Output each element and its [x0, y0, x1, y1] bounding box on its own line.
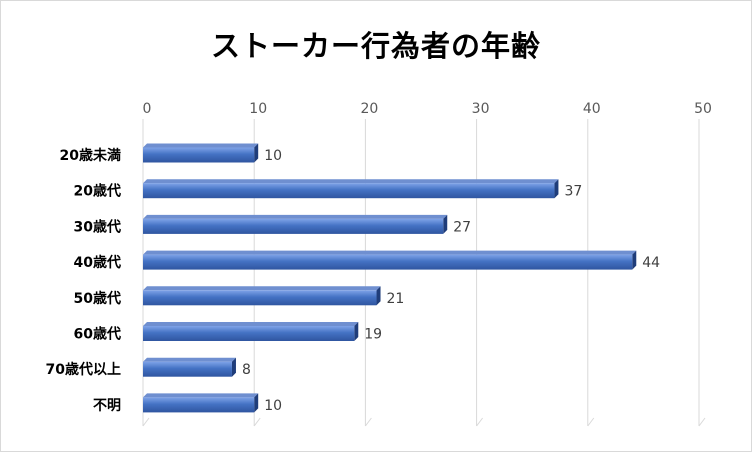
- data-label: 19: [364, 327, 382, 343]
- category-label: 40歳代: [74, 254, 121, 271]
- bar: [143, 183, 555, 199]
- category-label: 20歳未満: [60, 147, 121, 164]
- bar-end-face: [554, 179, 559, 199]
- data-label: 8: [242, 362, 251, 378]
- bar-end-face: [254, 393, 259, 413]
- bar-end-face: [254, 143, 259, 163]
- gridline-depth: [253, 417, 261, 427]
- category-label: 70歳代以上: [46, 361, 121, 378]
- bar: [143, 218, 444, 234]
- x-tick-label: 30: [472, 101, 490, 117]
- bar-top-face: [143, 143, 259, 148]
- data-label: 37: [564, 184, 582, 200]
- gridline-depth: [364, 417, 372, 427]
- chart-title: ストーカー行為者の年齢: [210, 29, 541, 63]
- bar: [143, 254, 633, 270]
- bar-end-face: [354, 322, 359, 341]
- gridline-depth: [698, 417, 706, 427]
- category-label: 30歳代: [74, 218, 121, 235]
- bar-top-face: [143, 357, 236, 362]
- bar: [143, 326, 355, 341]
- bar-top-face: [143, 393, 259, 398]
- x-tick-label: 20: [360, 101, 378, 117]
- data-label: 44: [642, 255, 660, 271]
- gridline-depth: [142, 417, 150, 427]
- x-tick-label: 50: [694, 101, 712, 117]
- bar-top-face: [143, 286, 381, 291]
- bar-top-face: [143, 179, 559, 184]
- bar-top-face: [143, 214, 448, 219]
- x-tick-label: 10: [249, 101, 267, 117]
- bar-end-face: [632, 250, 637, 270]
- bar-end-face: [376, 286, 381, 306]
- bar: [143, 147, 255, 163]
- x-tick-label: 0: [143, 101, 152, 117]
- bar: [143, 290, 377, 306]
- data-label: 21: [387, 291, 405, 307]
- data-label: 10: [264, 398, 282, 414]
- bar-end-face: [231, 357, 236, 377]
- bar-top-face: [143, 250, 637, 255]
- gridline-depth: [587, 417, 595, 427]
- category-label: 50歳代: [74, 290, 121, 307]
- data-label: 10: [264, 148, 282, 164]
- data-label: 27: [453, 219, 471, 235]
- bar: [143, 397, 255, 413]
- category-label: 60歳代: [74, 326, 121, 343]
- category-label: 不明: [93, 398, 121, 414]
- category-label: 20歳代: [74, 183, 121, 200]
- gridline-depth: [476, 417, 484, 427]
- x-tick-label: 40: [583, 101, 601, 117]
- bar-top-face: [143, 322, 359, 326]
- bar: [143, 361, 232, 377]
- bar-end-face: [443, 214, 448, 234]
